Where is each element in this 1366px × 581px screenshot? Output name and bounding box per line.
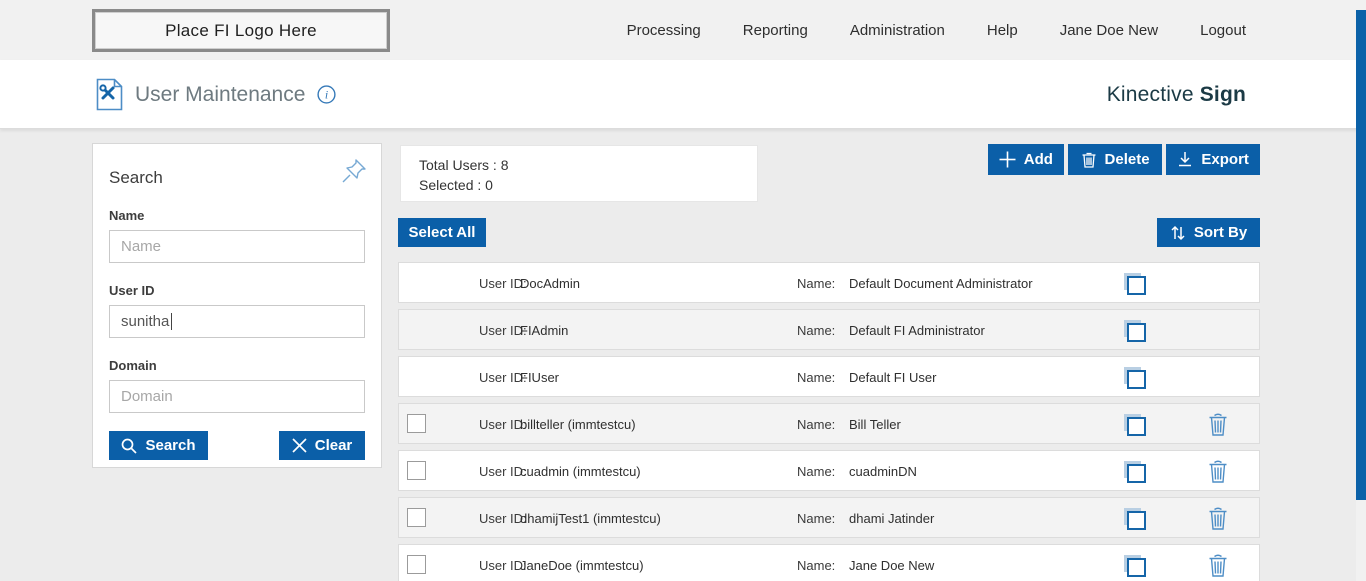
row-user-id-label: User ID: xyxy=(479,511,527,526)
user-row[interactable]: User ID: DocAdmin Name: Default Document… xyxy=(398,262,1260,303)
row-checkbox[interactable] xyxy=(407,508,426,527)
copy-user-icon[interactable] xyxy=(1121,271,1147,297)
row-user-id-value: JaneDoe (immtestcu) xyxy=(520,558,644,573)
row-name-label: Name: xyxy=(797,464,836,479)
action-toolbar: Add Delete Export xyxy=(988,144,1260,175)
row-name-value: Default FI User xyxy=(849,370,937,385)
copy-user-icon[interactable] xyxy=(1121,412,1147,438)
sort-by-button[interactable]: Sort By xyxy=(1157,218,1260,247)
row-checkbox[interactable] xyxy=(407,555,426,574)
row-user-id-label: User ID: xyxy=(479,464,527,479)
svg-text:i: i xyxy=(325,88,328,102)
row-name-value: Default Document Administrator xyxy=(849,276,1033,291)
trash-icon xyxy=(1081,151,1097,168)
domain-field-label: Domain xyxy=(109,358,157,373)
row-user-id-label: User ID: xyxy=(479,323,527,338)
search-panel-title: Search xyxy=(109,168,163,187)
row-user-id-value: cuadmin (immtestcu) xyxy=(520,464,641,479)
row-checkbox[interactable] xyxy=(407,414,426,433)
row-name-label: Name: xyxy=(797,558,836,573)
row-user-id-label: User ID: xyxy=(479,370,527,385)
name-input[interactable] xyxy=(109,230,365,263)
row-user-id-label: User ID: xyxy=(479,558,527,573)
brand-product: Sign xyxy=(1199,82,1246,106)
delete-row-icon[interactable] xyxy=(1207,553,1229,578)
plus-icon xyxy=(999,151,1016,168)
row-user-id-label: User ID: xyxy=(479,276,527,291)
user-list: User ID: DocAdmin Name: Default Document… xyxy=(398,262,1260,581)
nav-item-user[interactable]: Jane Doe New xyxy=(1059,21,1159,39)
summary-card: Total Users : 8 Selected : 0 xyxy=(400,145,758,202)
user-row[interactable]: User ID: billteller (immtestcu) Name: Bi… xyxy=(398,403,1260,444)
user-row[interactable]: User ID: FIAdmin Name: Default FI Admini… xyxy=(398,309,1260,350)
text-caret xyxy=(171,313,172,330)
row-name-label: Name: xyxy=(797,276,836,291)
sort-arrows-icon xyxy=(1170,225,1186,241)
delete-row-icon[interactable] xyxy=(1207,412,1229,437)
delete-button[interactable]: Delete xyxy=(1067,144,1163,175)
row-name-label: Name: xyxy=(797,511,836,526)
row-name-value: Bill Teller xyxy=(849,417,901,432)
user-id-input[interactable] xyxy=(109,305,365,338)
row-name-value: Jane Doe New xyxy=(849,558,935,573)
selected-count: Selected : 0 xyxy=(419,177,493,193)
row-user-id-value: billteller (immtestcu) xyxy=(520,417,636,432)
user-id-field-label: User ID xyxy=(109,283,155,298)
row-name-label: Name: xyxy=(797,323,836,338)
copy-user-icon[interactable] xyxy=(1121,506,1147,532)
total-users-count: Total Users : 8 xyxy=(419,157,509,173)
row-name-label: Name: xyxy=(797,370,836,385)
clear-button[interactable]: Clear xyxy=(279,431,365,460)
row-name-value: dhami Jatinder xyxy=(849,511,935,526)
brand-logo: Kinective Sign xyxy=(1107,60,1246,129)
scrollbar-track[interactable] xyxy=(1356,0,1366,581)
user-row[interactable]: User ID: cuadmin (immtestcu) Name: cuadm… xyxy=(398,450,1260,491)
search-panel: Search Name User ID Domain Search xyxy=(92,143,382,468)
brand-name: Kinective xyxy=(1106,82,1194,106)
fi-logo-text: Place FI Logo Here xyxy=(165,20,317,40)
copy-user-icon[interactable] xyxy=(1121,459,1147,485)
delete-row-icon[interactable] xyxy=(1207,459,1229,484)
row-user-id-value: FIUser xyxy=(520,370,559,385)
row-name-label: Name: xyxy=(797,417,836,432)
clear-x-icon xyxy=(292,438,307,453)
copy-user-icon[interactable] xyxy=(1121,365,1147,391)
delete-row-icon[interactable] xyxy=(1207,506,1229,531)
download-icon xyxy=(1177,151,1193,168)
nav-item-logout[interactable]: Logout xyxy=(1200,21,1246,39)
row-user-id-value: dhamijTest1 (immtestcu) xyxy=(520,511,661,526)
search-icon xyxy=(121,438,138,454)
user-row[interactable]: User ID: dhamijTest1 (immtestcu) Name: d… xyxy=(398,497,1260,538)
pin-icon[interactable] xyxy=(341,158,367,184)
row-name-value: cuadminDN xyxy=(849,464,917,479)
row-name-value: Default FI Administrator xyxy=(849,323,985,338)
fi-logo-placeholder: Place FI Logo Here xyxy=(92,9,390,52)
domain-input[interactable] xyxy=(109,380,365,413)
row-user-id-value: FIAdmin xyxy=(520,323,569,338)
nav-item-processing[interactable]: Processing xyxy=(626,21,701,39)
row-checkbox[interactable] xyxy=(407,461,426,480)
search-button[interactable]: Search xyxy=(109,431,208,460)
row-user-id-value: DocAdmin xyxy=(520,276,580,291)
user-row[interactable]: User ID: JaneDoe (immtestcu) Name: Jane … xyxy=(398,544,1260,581)
scrollbar-thumb[interactable] xyxy=(1356,10,1366,500)
name-field-label: Name xyxy=(109,208,145,223)
export-button[interactable]: Export xyxy=(1166,144,1260,175)
copy-user-icon[interactable] xyxy=(1121,318,1147,344)
user-maintenance-icon xyxy=(96,78,123,111)
copy-user-icon[interactable] xyxy=(1121,553,1147,579)
nav-item-administration[interactable]: Administration xyxy=(849,21,945,39)
select-all-button[interactable]: Select All xyxy=(398,218,486,247)
info-icon[interactable]: i xyxy=(317,85,337,104)
add-button[interactable]: Add xyxy=(988,144,1064,175)
top-bar: Place FI Logo Here Processing Reporting … xyxy=(0,0,1366,60)
page-header: User Maintenance i Kinective Sign xyxy=(0,60,1366,129)
page-title: User Maintenance xyxy=(135,82,306,106)
nav-item-help[interactable]: Help xyxy=(986,21,1018,39)
top-nav: Processing Reporting Administration Help… xyxy=(627,0,1246,60)
user-row[interactable]: User ID: FIUser Name: Default FI User xyxy=(398,356,1260,397)
nav-item-reporting[interactable]: Reporting xyxy=(742,21,808,39)
row-user-id-label: User ID: xyxy=(479,417,527,432)
